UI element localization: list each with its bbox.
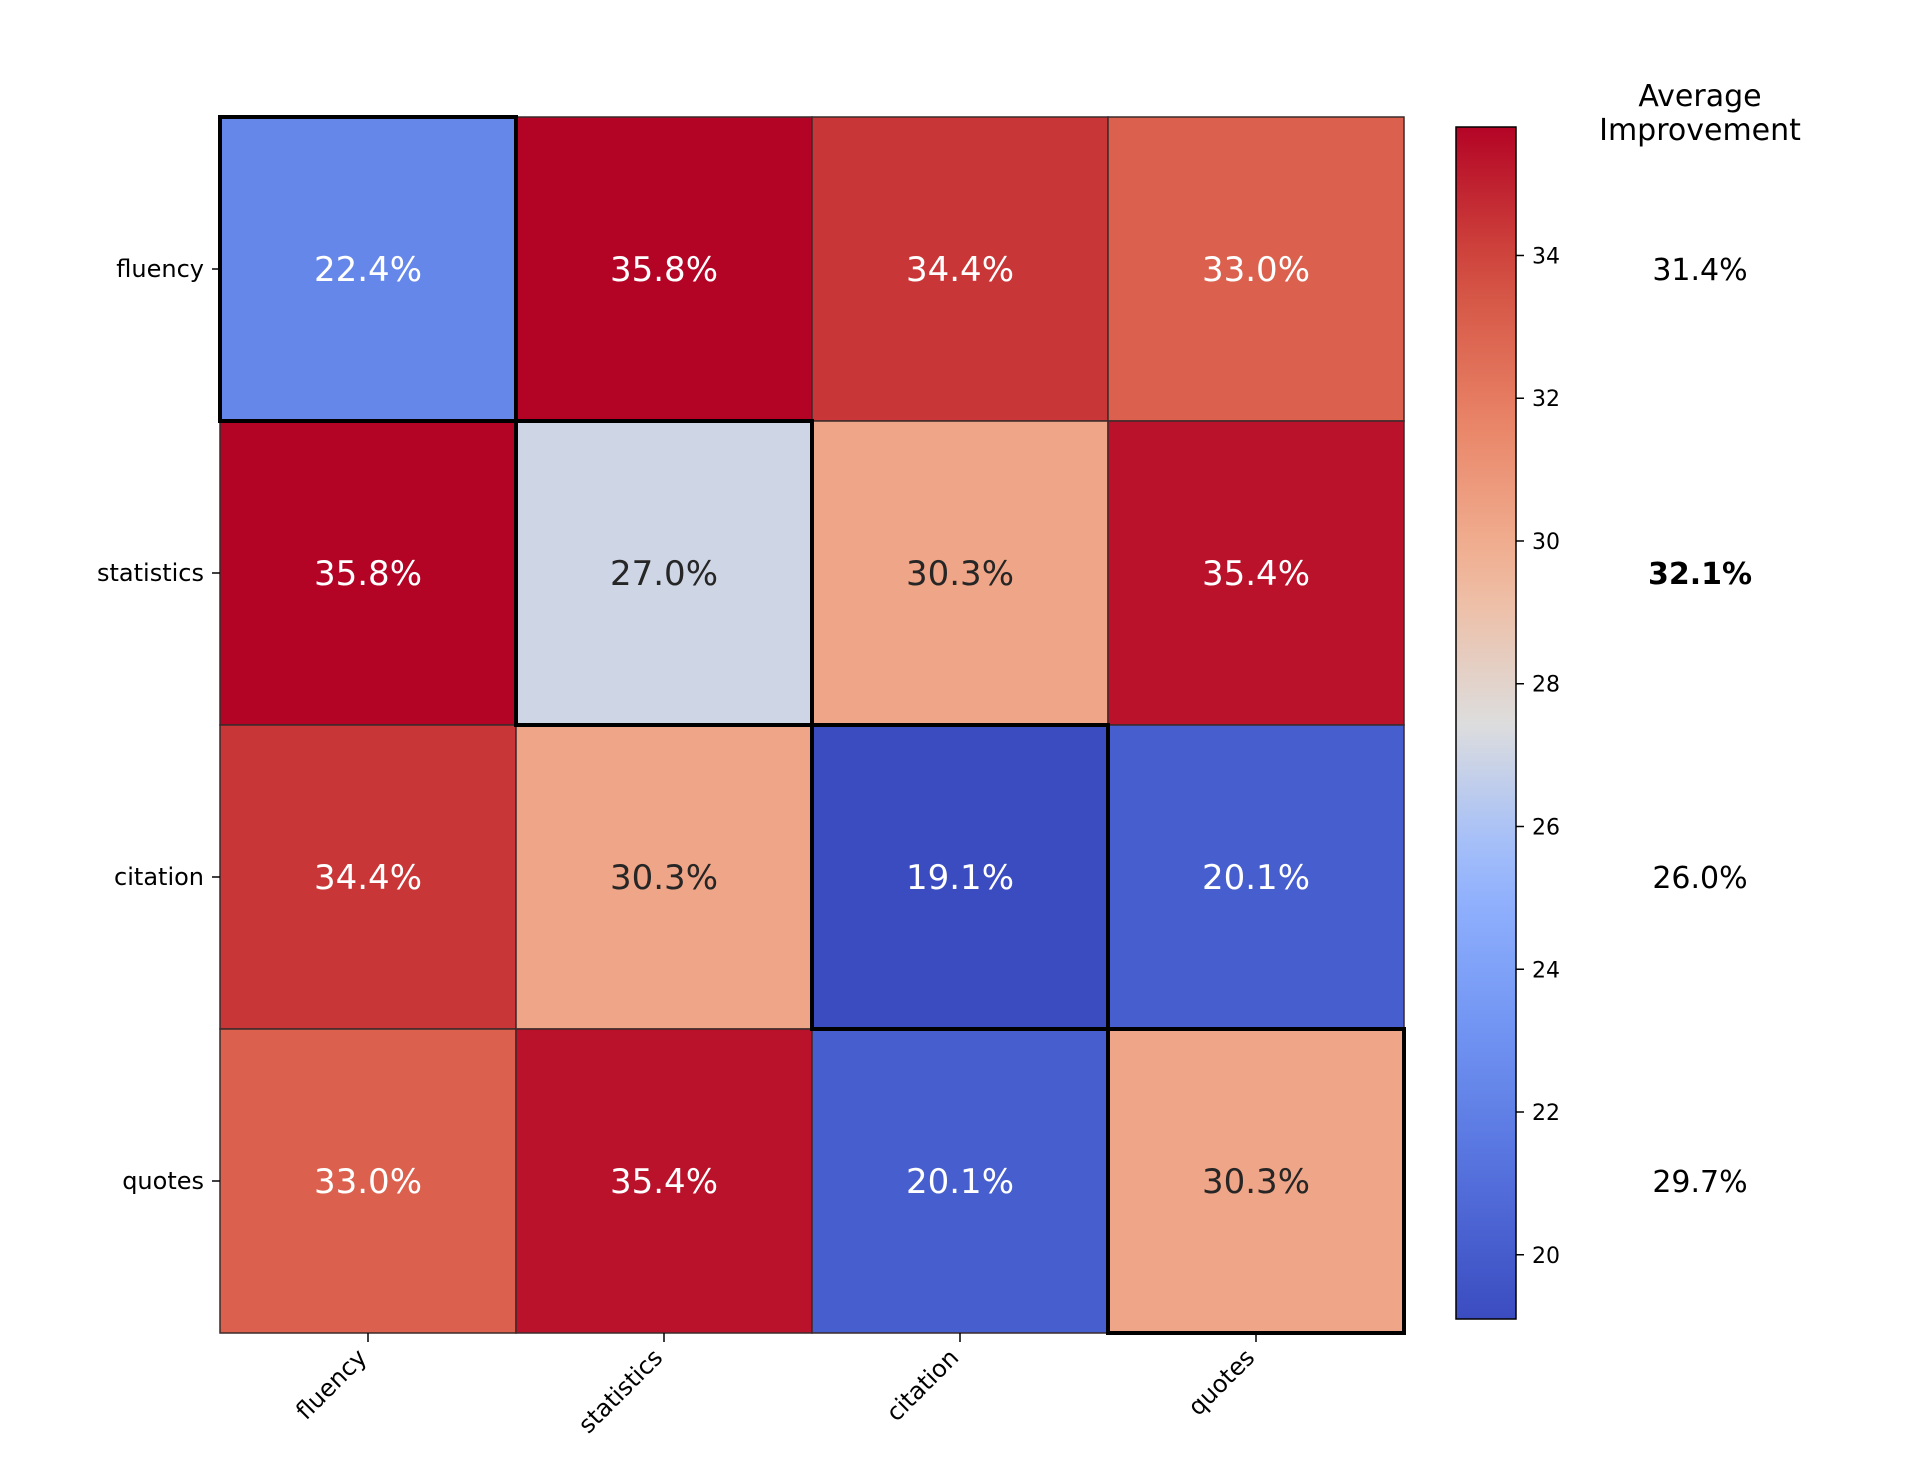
average-value: 29.7%: [1652, 1165, 1747, 1200]
cell-value-label: 27.0%: [610, 554, 718, 594]
heatmap-cell: [811, 116, 1109, 422]
average-value: 31.4%: [1652, 253, 1747, 288]
colorbar-gradient: [1455, 126, 1517, 1320]
cell-value-label: 34.4%: [906, 250, 1014, 290]
row-tick-label: fluency: [116, 255, 204, 283]
average-title-line1: Average: [1638, 79, 1761, 114]
cell-value-label: 30.3%: [1202, 1162, 1310, 1202]
heatmap-cell: [1107, 724, 1405, 1030]
cell-value-label: 34.4%: [314, 858, 422, 898]
colorbar-tick-label: 26: [1532, 815, 1560, 840]
heatmap-cell-labels: 22.4% 35.8% 34.4% 33.0% 35.8% 27.0% 30.3% 35.4%…: [314, 250, 1310, 1202]
heatmap-cell: [515, 116, 813, 422]
colorbar-tick-label: 32: [1532, 387, 1560, 412]
colorbar-tick-label: 34: [1532, 244, 1560, 269]
cell-value-label: 30.3%: [906, 554, 1014, 594]
cell-value-label: 33.0%: [1202, 250, 1310, 290]
row-tick-label: citation: [114, 863, 204, 891]
cell-value-label: 35.8%: [610, 250, 718, 290]
heatmap-cell: [515, 1028, 813, 1334]
heatmap-cell: [1107, 116, 1405, 422]
colorbar-tick-label: 22: [1532, 1101, 1560, 1126]
colorbar-tick-label: 24: [1532, 958, 1560, 983]
cell-value-label: 22.4%: [314, 250, 422, 290]
heatmap-cell: [1107, 420, 1405, 726]
cell-value-label: 33.0%: [314, 1162, 422, 1202]
cell-value-label: 35.4%: [610, 1162, 718, 1202]
heatmap-cell: [515, 420, 813, 726]
column-tick-labels: fluency statistics citation quotes: [290, 1333, 1260, 1439]
row-tick-labels: fluency statistics citation quotes: [97, 255, 220, 1195]
cell-value-label: 20.1%: [1202, 858, 1310, 898]
heatmap-cell: [219, 1028, 517, 1334]
diagonal-highlight-box: [810, 723, 1110, 1031]
cell-value-label: 30.3%: [610, 858, 718, 898]
cell-value-label: 19.1%: [906, 858, 1014, 898]
cell-value-label: 35.8%: [314, 554, 422, 594]
heatmap-cell: [811, 1028, 1109, 1334]
heatmap-cells: [219, 116, 1405, 1334]
colorbar-tick-label: 20: [1532, 1244, 1560, 1269]
average-value: 32.1%: [1648, 557, 1752, 592]
column-tick-label: statistics: [573, 1343, 668, 1438]
cell-value-label: 20.1%: [906, 1162, 1014, 1202]
colorbar-tick-label: 28: [1532, 673, 1560, 698]
row-tick-label: quotes: [122, 1167, 204, 1195]
colorbar-tick-label: 30: [1532, 530, 1560, 555]
average-title-line2: Improvement: [1599, 113, 1801, 148]
column-tick-label: citation: [881, 1343, 964, 1426]
heatmap-cell: [219, 116, 517, 422]
column-tick-label: quotes: [1183, 1343, 1261, 1421]
colorbar: 20 22 24 26 28 30 32 34: [1455, 126, 1560, 1320]
column-tick-label: fluency: [290, 1343, 372, 1425]
heatmap-cell: [219, 420, 517, 726]
row-tick-label: statistics: [97, 559, 204, 587]
heatmap-cell: [515, 724, 813, 1030]
cell-value-label: 35.4%: [1202, 554, 1310, 594]
average-value: 26.0%: [1652, 861, 1747, 896]
diagonal-highlight-box: [514, 419, 814, 727]
heatmap-cell: [811, 420, 1109, 726]
